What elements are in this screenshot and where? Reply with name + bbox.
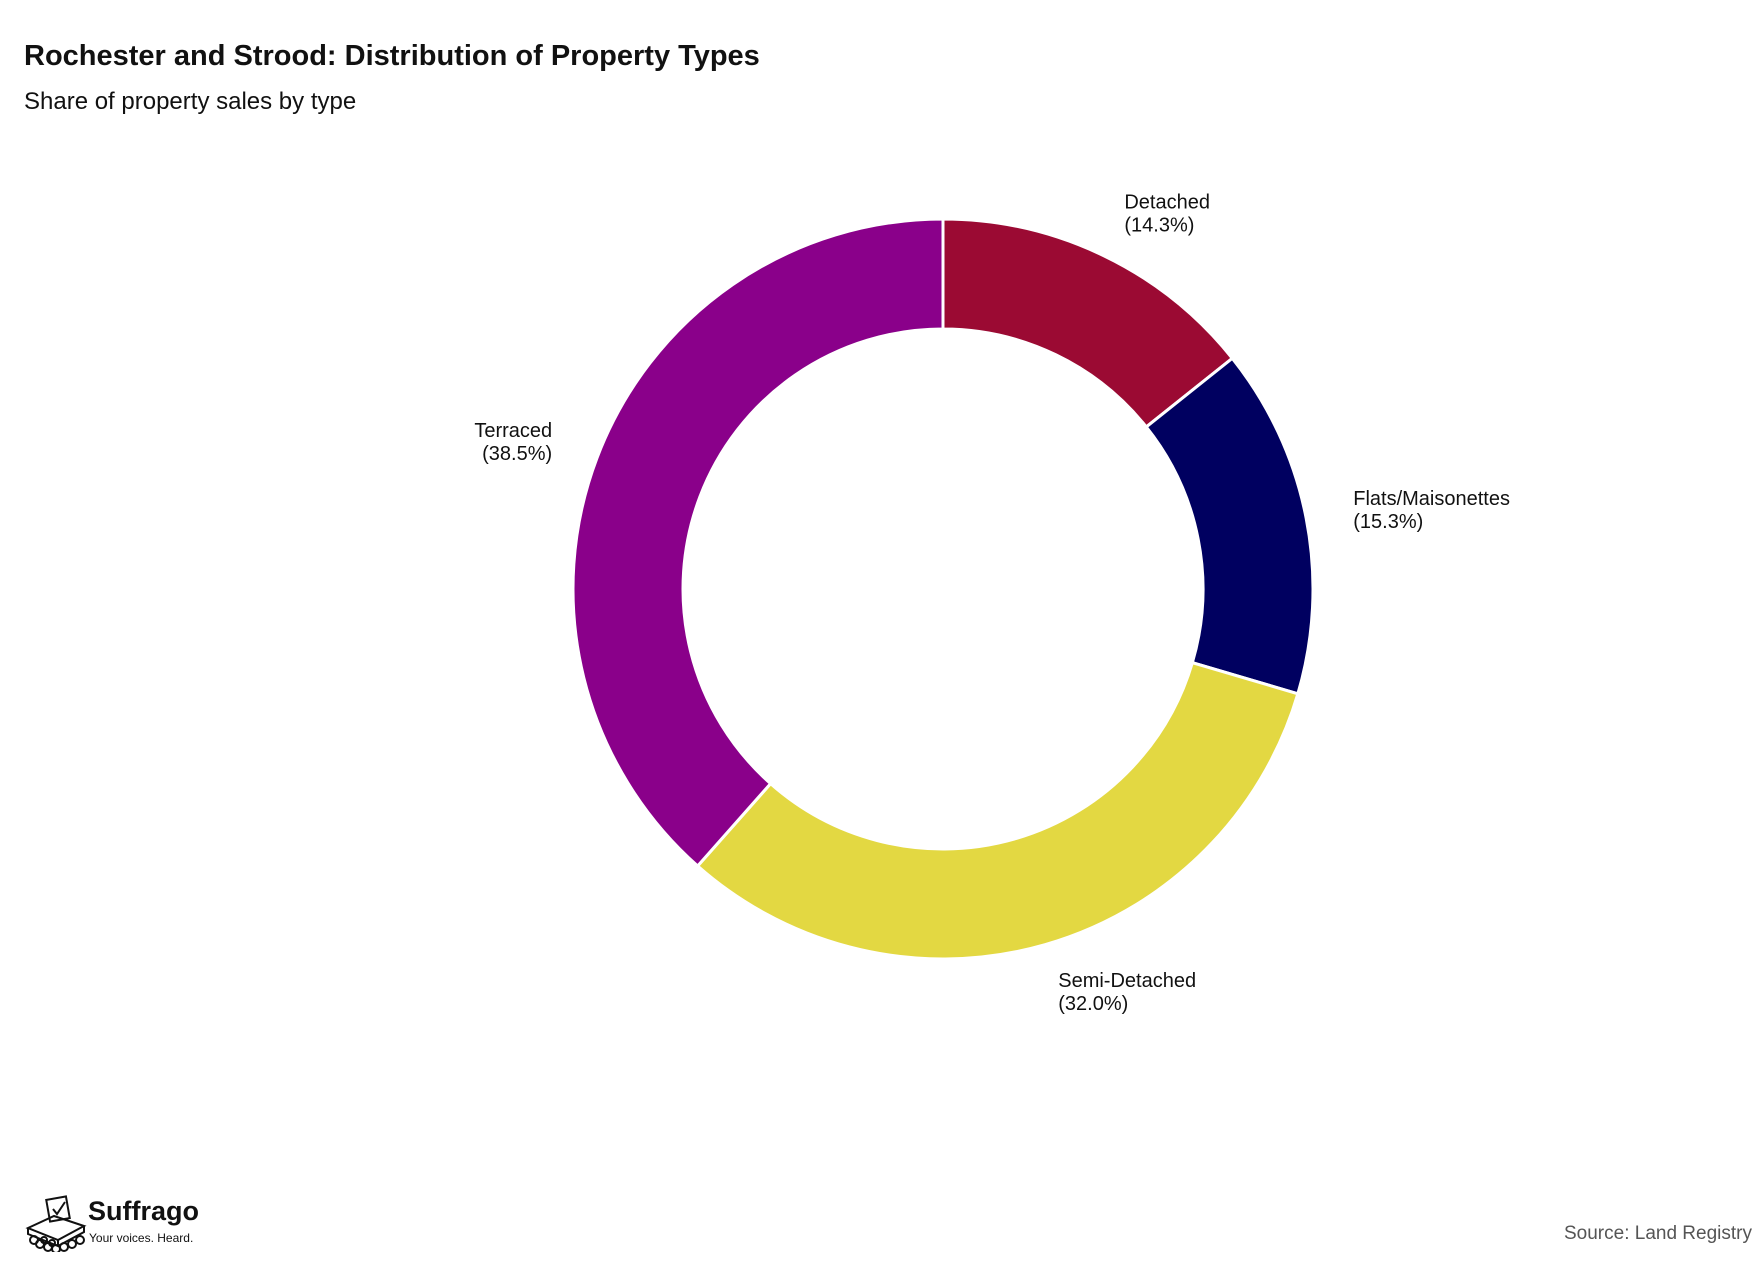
donut-slice-flats-maisonettes [1144, 356, 1315, 696]
brand-tagline: Your voices. Heard. [89, 1231, 194, 1245]
chart-subtitle: Share of property sales by type [24, 88, 357, 115]
source-note: Source: Land Registry [1564, 1223, 1752, 1244]
slice-label: Detached (14.3%) [1124, 191, 1210, 236]
donut-slice-semi-detached [695, 660, 1300, 961]
ballot-box-logo-icon [25, 1195, 87, 1252]
slice-label: Terraced (38.5%) [474, 420, 552, 465]
donut-slice-terraced [571, 217, 945, 869]
chart-title: Rochester and Strood: Distribution of Pr… [24, 40, 760, 72]
slice-label: Semi-Detached (32.0%) [1058, 970, 1196, 1015]
slice-label: Flats/Maisonettes (15.3%) [1353, 488, 1510, 533]
brand-name: Suffrago [88, 1196, 199, 1226]
